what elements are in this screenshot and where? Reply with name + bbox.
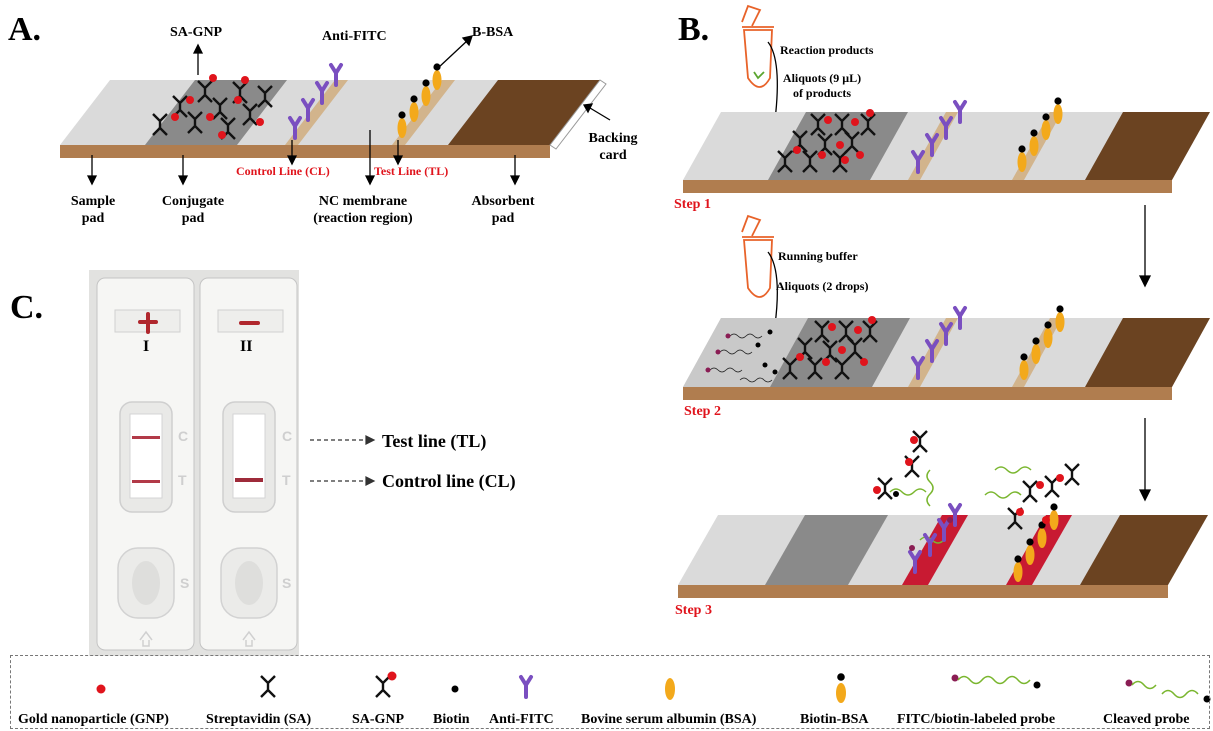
backing-card-label: Backing card <box>588 131 638 163</box>
sample-pad-label: Sample pad <box>70 194 116 226</box>
strip-b2-dots <box>705 329 778 375</box>
strip-b1 <box>683 112 1210 193</box>
strip-b2-particles <box>781 305 1065 381</box>
strip-a <box>60 79 607 158</box>
strip-b3-complexes <box>873 429 1081 582</box>
tube-step1 <box>741 4 774 88</box>
nc-membrane-label: NC membrane (reaction region) <box>313 194 413 226</box>
panel-c-callouts <box>310 435 376 486</box>
test-line-label: Test Line (TL) <box>374 164 449 178</box>
photo-control-line-label: Control line (CL) <box>382 471 516 491</box>
legend-sa-label: Streptavidin (SA) <box>206 712 312 727</box>
panel-c-letter: C. <box>10 289 44 326</box>
absorbent-pad-label: Absorbent pad <box>471 194 535 226</box>
legend-anti-fitc-label: Anti-FITC <box>489 712 554 727</box>
strip-b1-particles <box>776 97 1063 174</box>
control-line-label: Control Line (CL) <box>236 164 330 178</box>
strip-b2-probes <box>709 333 773 383</box>
panel-a-letter: A. <box>8 11 42 48</box>
legend-biotin-label: Biotin <box>433 712 470 727</box>
anti-fitc-label: Anti-FITC <box>322 29 387 44</box>
t-mark-1: T <box>178 472 187 488</box>
legend-biotin-bsa-label: Biotin-BSA <box>800 712 869 727</box>
step2-label: Step 2 <box>684 404 721 419</box>
tube-step2 <box>741 214 774 298</box>
b-bsa-label: B-BSA <box>472 25 514 40</box>
panel-b-letter: B. <box>678 11 710 48</box>
legend-probe-label: FITC/biotin-labeled probe <box>897 712 1056 727</box>
conjugate-pad-label: Conjugate pad <box>161 194 225 226</box>
photo-test-line-label: Test line (TL) <box>382 431 487 451</box>
strip-i-label: I <box>143 338 150 355</box>
strip-ii-label: II <box>240 338 253 355</box>
legend-bsa-label: Bovine serum albumin (BSA) <box>581 712 757 727</box>
t-mark-2: T <box>282 472 291 488</box>
conjugate-pad-a-particles <box>151 74 274 141</box>
photo-c <box>89 270 299 656</box>
sa-gnp-label: SA-GNP <box>170 25 223 40</box>
legend-box <box>10 655 1210 729</box>
reaction-products-label: Reaction products <box>780 43 874 57</box>
c-mark-2: C <box>282 428 293 444</box>
running-buffer-label: Running buffer <box>778 249 858 263</box>
c-mark-1: C <box>178 428 189 444</box>
s-mark-1: S <box>180 575 190 591</box>
s-mark-2: S <box>282 575 292 591</box>
step1-label: Step 1 <box>674 197 711 212</box>
aliquots-drops-label: Aliquots (2 drops) <box>776 279 869 293</box>
strip-b3 <box>678 515 1208 598</box>
legend-cleaved-label: Cleaved probe <box>1103 712 1190 727</box>
legend-sa-gnp-label: SA-GNP <box>352 712 405 727</box>
aliquots-products-label: Aliquots (9 μL) of products <box>782 71 862 100</box>
step3-label: Step 3 <box>675 603 712 618</box>
legend-gnp-label: Gold nanoparticle (GNP) <box>18 712 169 727</box>
panel-a-arrows <box>86 35 611 186</box>
legend-icons <box>96 671 1211 703</box>
